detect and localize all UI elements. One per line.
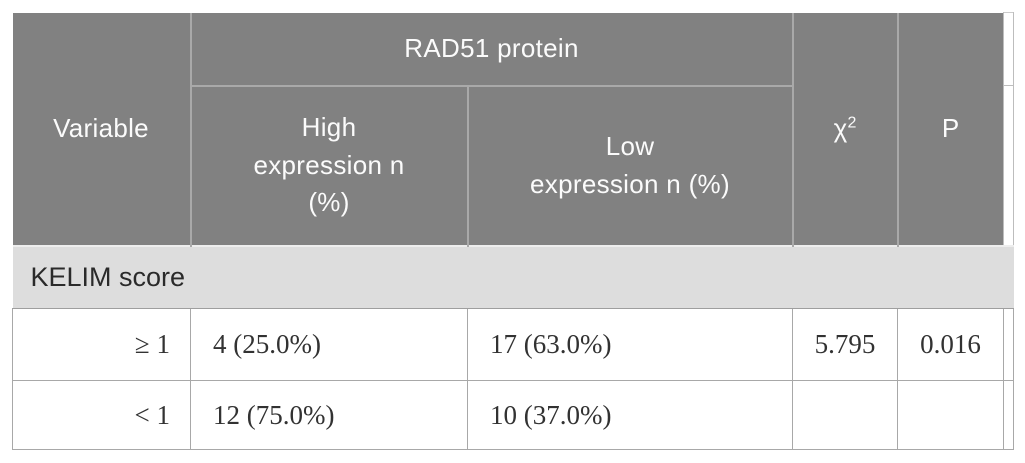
row2-low-expression-cell: 10 (37.0%) bbox=[467, 380, 793, 450]
subheader-high-expression: High expression n (%) bbox=[190, 85, 469, 246]
row1-variable-cell: ≥ 1 bbox=[12, 308, 191, 381]
chi-superscript: 2 bbox=[847, 114, 857, 131]
row1-chi-square-cell: 5.795 bbox=[792, 308, 898, 381]
row2-high-expression-cell: 12 (75.0%) bbox=[190, 380, 468, 450]
row1-p-value-cell: 0.016 bbox=[897, 308, 1004, 381]
cutoff-column-mid-cell bbox=[1003, 85, 1014, 246]
subheader-low-expression: Low expression n (%) bbox=[467, 85, 794, 246]
row2-p-value-cell bbox=[897, 380, 1004, 450]
row1-low-expression-cell: 17 (63.0%) bbox=[467, 308, 793, 381]
row2-cutoff-cell bbox=[1003, 380, 1014, 450]
section-row-kelim-score: KELIM score bbox=[12, 244, 1014, 309]
row1-high-expression-cell: 4 (25.0%) bbox=[190, 308, 468, 381]
chi-symbol: χ bbox=[833, 112, 848, 143]
table-row: < 1 12 (75.0%) 10 (37.0%) bbox=[12, 380, 1014, 450]
header-rad51-protein-group: RAD51 protein bbox=[190, 12, 794, 87]
cutoff-column-top-cell bbox=[1003, 12, 1014, 86]
table-row: ≥ 1 4 (25.0%) 17 (63.0%) 5.795 0.016 bbox=[12, 308, 1014, 381]
header-p-value: P bbox=[897, 12, 1004, 246]
statistics-table: Variable RAD51 protein χ2 P High express… bbox=[12, 12, 1014, 450]
row2-chi-square-cell bbox=[792, 380, 898, 450]
header-chi-square: χ2 bbox=[792, 12, 899, 246]
row1-cutoff-cell bbox=[1003, 308, 1014, 381]
row2-variable-cell: < 1 bbox=[12, 380, 191, 450]
header-variable: Variable bbox=[12, 12, 192, 246]
